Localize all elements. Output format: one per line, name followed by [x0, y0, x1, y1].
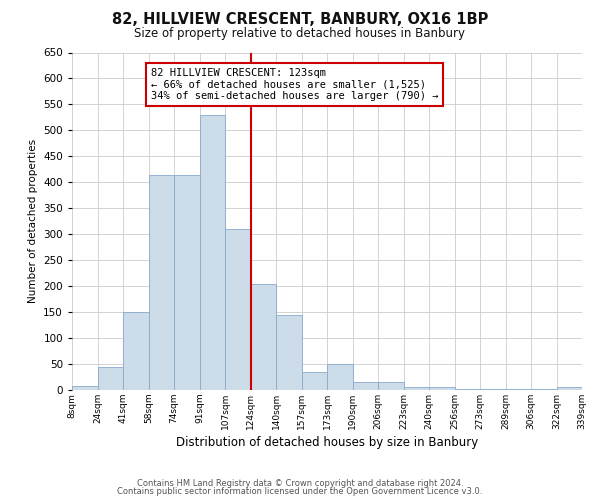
Bar [404, 388, 429, 390]
Bar [149, 174, 174, 390]
Text: Contains public sector information licensed under the Open Government Licence v3: Contains public sector information licen… [118, 487, 482, 496]
Bar [531, 389, 557, 390]
Bar [72, 386, 97, 390]
Bar [353, 382, 378, 390]
Text: Contains HM Land Registry data © Crown copyright and database right 2024.: Contains HM Land Registry data © Crown c… [137, 478, 463, 488]
Bar [455, 389, 480, 390]
Bar [174, 174, 199, 390]
Bar [429, 388, 455, 390]
Bar [276, 314, 302, 390]
Bar [225, 229, 251, 390]
Text: Size of property relative to detached houses in Banbury: Size of property relative to detached ho… [134, 28, 466, 40]
Bar [505, 389, 531, 390]
Bar [199, 115, 225, 390]
X-axis label: Distribution of detached houses by size in Banbury: Distribution of detached houses by size … [176, 436, 478, 449]
Bar [123, 312, 149, 390]
Bar [557, 388, 582, 390]
Bar [251, 284, 276, 390]
Text: 82 HILLVIEW CRESCENT: 123sqm
← 66% of detached houses are smaller (1,525)
34% of: 82 HILLVIEW CRESCENT: 123sqm ← 66% of de… [151, 68, 439, 101]
Text: 82, HILLVIEW CRESCENT, BANBURY, OX16 1BP: 82, HILLVIEW CRESCENT, BANBURY, OX16 1BP [112, 12, 488, 28]
Bar [97, 366, 123, 390]
Bar [480, 389, 505, 390]
Bar [302, 372, 327, 390]
Bar [378, 382, 404, 390]
Bar [327, 364, 353, 390]
Y-axis label: Number of detached properties: Number of detached properties [28, 139, 38, 304]
